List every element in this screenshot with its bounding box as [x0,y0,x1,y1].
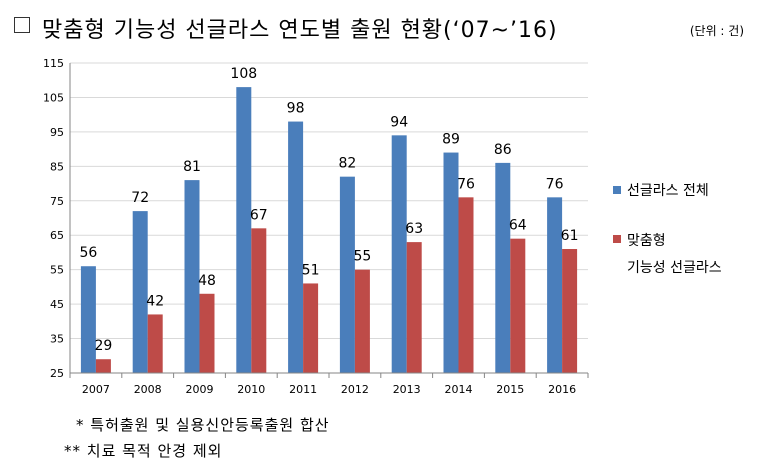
y-tick-label: 105 [43,91,64,104]
bar-custom [251,228,267,373]
data-label: 55 [353,249,371,265]
axes: 25 35 45 55 65 75 85 95 105 115 2007 2008 2009 2010 20… [43,58,589,396]
y-tick-label: 55 [50,264,64,277]
data-labels: 56 29 72 42 81 48 108 67 98 51 82 55 94 63 89 76 86 64 76 6… [79,66,578,354]
data-label: 42 [146,293,164,309]
bar-custom [199,293,215,373]
x-tick-label: 2008 [134,383,162,396]
bar-total [443,152,459,373]
data-label: 89 [442,132,460,148]
data-label: 63 [405,221,423,237]
bar-total [547,197,563,373]
data-label: 108 [230,66,257,82]
y-tick-label: 85 [50,160,64,173]
legend-label-total: 선글라스 전체 [627,183,709,199]
bar-total [288,121,304,373]
bar-total [495,162,511,373]
legend-swatch-custom [613,235,621,243]
y-tick-label: 35 [50,333,64,346]
unit-label: (단위 : 건) [689,24,744,38]
checkbox-icon [14,17,30,33]
y-tick-label: 115 [43,58,64,70]
x-tick-label: 2016 [548,383,576,396]
data-label: 67 [250,207,268,223]
bar-total [339,176,355,373]
bar-total [236,87,252,373]
x-tick-label: 2007 [82,383,110,396]
bar-chart: 56 29 72 42 81 48 108 67 98 51 82 55 94 63 89 76 86 64 76 6… [43,58,722,396]
chart-title: 맞춤형 기능성 선글라스 연도별 출원 현황(‘07~’16) [42,18,558,43]
bars [80,87,578,373]
data-label: 51 [302,262,320,278]
y-tick-label: 75 [50,195,64,208]
y-tick-label: 95 [50,126,64,139]
bar-custom [458,197,474,373]
legend-label-custom-line1: 맞춤형 [627,233,666,249]
x-tick-label: 2011 [289,383,317,396]
header: 맞춤형 기능성 선글라스 연도별 출원 현황(‘07~’16) (단위 : 건) [8,8,758,44]
data-label: 61 [561,228,579,244]
data-label: 56 [79,245,97,261]
data-label: 82 [338,156,356,172]
x-tick-label: 2009 [186,383,214,396]
data-label: 98 [287,101,305,117]
data-label: 81 [183,159,201,175]
x-tick-label: 2013 [393,383,421,396]
data-label: 94 [390,114,408,130]
gridlines [70,62,588,340]
data-label: 29 [94,338,112,354]
x-tick-label: 2012 [341,383,369,396]
y-tick-label: 45 [50,298,64,311]
bar-total [80,266,96,373]
y-tick-label: 25 [50,367,64,380]
bar-custom [510,238,526,373]
bar-custom [354,269,370,373]
data-label: 72 [131,190,149,206]
data-label: 64 [509,218,527,234]
bar-custom [95,359,111,373]
data-label: 48 [198,273,216,289]
data-label: 76 [546,176,564,192]
bar-custom [303,283,319,373]
bar-total [184,180,200,373]
legend-swatch-total [613,186,621,194]
bar-custom [562,249,578,373]
bar-custom [147,314,163,373]
x-tick-label: 2014 [445,383,473,396]
bar-total [391,135,407,373]
legend-label-custom-line2: 기능성 선글라스 [627,260,722,276]
data-label: 76 [457,176,475,192]
data-label: 86 [494,142,512,158]
footnote-1: * 특허출원 및 실용신안등록출원 합산 [76,416,330,434]
y-tick-label: 65 [50,229,64,242]
x-tick-label: 2010 [237,383,265,396]
x-tick-label: 2015 [496,383,524,396]
bar-total [132,211,148,373]
bar-custom [406,242,422,373]
footnote-2: ** 치료 목적 안경 제외 [64,442,223,460]
